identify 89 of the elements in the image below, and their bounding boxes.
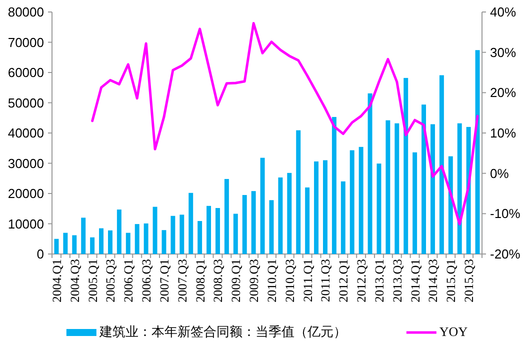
bar — [358, 146, 364, 254]
bar — [322, 160, 328, 254]
bar — [251, 191, 256, 254]
x-tick-label: 2005.Q3 — [104, 259, 118, 302]
bar — [126, 232, 130, 254]
y2-tick-label: 0% — [490, 166, 510, 181]
bar — [368, 93, 372, 254]
x-tick-label: 2009.Q1 — [229, 259, 244, 302]
bar — [54, 238, 59, 254]
bar — [72, 235, 77, 254]
y-tick-label: 20000 — [8, 186, 44, 201]
x-tick-label: 2009.Q3 — [247, 259, 262, 302]
y-tick-label: 40000 — [8, 126, 44, 140]
bar — [439, 75, 444, 254]
x-tick-label: 2015.Q1 — [444, 259, 458, 302]
bar — [287, 172, 292, 254]
bar — [305, 187, 310, 254]
x-tick-label: 2006.Q1 — [122, 259, 136, 302]
x-tick-label: 2012.Q1 — [336, 259, 351, 302]
x-tick-label: 2015.Q3 — [462, 259, 476, 302]
y-tick-label: 70000 — [8, 34, 44, 50]
x-tick-label: 2006.Q3 — [140, 259, 154, 302]
bar — [350, 150, 354, 254]
y2-tick-label: -10% — [490, 206, 521, 222]
x-tick-label: 2011.Q3 — [318, 259, 333, 302]
bar — [224, 178, 229, 254]
bar — [394, 123, 400, 254]
y-tick-label: 80000 — [8, 4, 44, 20]
bar — [376, 164, 382, 254]
bar — [242, 195, 247, 254]
y-tick-label: 60000 — [8, 65, 44, 80]
bar — [448, 156, 453, 254]
legend-label: YOY — [439, 324, 468, 339]
bar — [457, 123, 462, 254]
legend-label: 建筑业：本年新签合同额：当季值（亿元） — [98, 324, 346, 339]
bar — [430, 124, 435, 254]
y2-tick-label: 40% — [490, 4, 516, 20]
bar — [269, 200, 274, 254]
bar — [314, 161, 319, 254]
x-tick-label: 2013.Q1 — [372, 259, 386, 302]
bar — [81, 218, 86, 254]
bar — [278, 177, 283, 254]
x-tick-label: 2007.Q3 — [175, 259, 190, 302]
bar — [260, 158, 265, 254]
bar — [108, 230, 112, 254]
x-tick-label: 2007.Q1 — [157, 259, 172, 302]
bar — [198, 221, 202, 254]
x-tick-label: 2010.Q3 — [282, 259, 297, 302]
x-tick-label: 2008.Q3 — [211, 259, 226, 302]
bar — [404, 78, 408, 254]
x-tick-label: 2008.Q1 — [193, 259, 208, 302]
bar — [152, 206, 158, 254]
bar — [233, 214, 238, 254]
bar — [215, 208, 220, 254]
y2-tick-label: 30% — [490, 44, 516, 60]
bar — [144, 223, 148, 254]
bar — [206, 206, 212, 254]
bar — [63, 232, 68, 254]
y2-tick-label: 10% — [490, 126, 516, 140]
bar — [332, 116, 336, 254]
bar — [386, 120, 390, 254]
bar — [296, 130, 301, 254]
bar — [422, 104, 426, 254]
y2-tick-label: -20% — [490, 246, 521, 262]
y-tick-label: 30000 — [8, 156, 44, 171]
bar — [188, 192, 194, 254]
x-tick-label: 2005.Q1 — [86, 259, 100, 302]
bar — [90, 237, 95, 254]
y-tick-label: 0 — [36, 246, 44, 262]
x-tick-label: 2011.Q1 — [300, 259, 315, 302]
bar — [162, 230, 166, 254]
bar — [475, 50, 480, 254]
bar — [180, 214, 184, 254]
x-tick-label: 2004.Q3 — [68, 259, 82, 302]
bar — [99, 228, 104, 254]
bar — [412, 152, 418, 254]
y-tick-label: 50000 — [8, 95, 44, 110]
bar — [116, 210, 122, 254]
x-tick-label: 2013.Q3 — [390, 259, 404, 302]
x-tick-label: 2004.Q1 — [50, 259, 64, 302]
x-tick-label: 2012.Q3 — [354, 259, 369, 302]
y-tick-label: 10000 — [8, 216, 44, 232]
y2-tick-label: 20% — [490, 85, 516, 100]
bar — [170, 216, 176, 254]
bar — [134, 224, 140, 254]
x-tick-label: 2014.Q3 — [426, 259, 440, 302]
x-tick-label: 2014.Q1 — [408, 259, 422, 302]
x-tick-label: 2010.Q1 — [264, 259, 279, 302]
bar — [340, 181, 346, 254]
